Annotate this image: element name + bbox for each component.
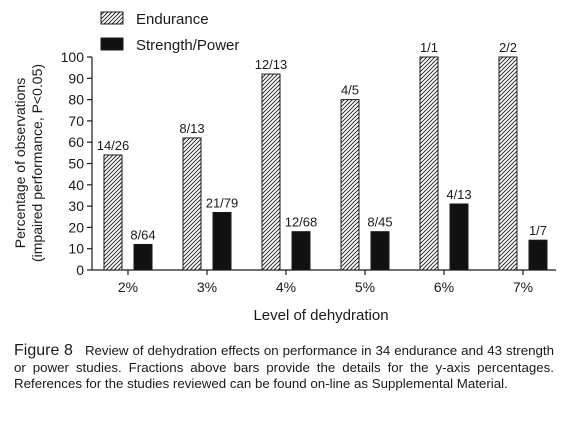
strength-power-bar-label: 21/79 bbox=[206, 195, 239, 210]
legend-label-strength-power: Strength/Power bbox=[136, 37, 239, 54]
bar-labels: 14/26 8/64 8/13 21/79 12/13 12/68 4/5 8/45 1/1 4/… bbox=[97, 40, 547, 242]
strength-power-bar bbox=[212, 211, 232, 271]
strength-power-bar bbox=[291, 231, 311, 271]
endurance-bar bbox=[103, 154, 123, 271]
y-tick-label: 70 bbox=[68, 113, 84, 129]
x-tick-label: 7% bbox=[513, 279, 533, 295]
endurance-bar-label: 2/2 bbox=[499, 40, 517, 55]
y-tick-label: 0 bbox=[76, 262, 84, 278]
y-tick-label: 80 bbox=[68, 92, 84, 108]
y-axis-title-line-1: Percentage of observations bbox=[12, 78, 28, 248]
legend-swatch-strength-power bbox=[100, 37, 124, 51]
y-tick-label: 100 bbox=[61, 49, 85, 65]
strength-power-bar-label: 12/68 bbox=[285, 215, 318, 230]
legend-swatch-endurance bbox=[100, 11, 124, 25]
bar-chart: Endurance Strength/Power 0 10 20 30 40 50 60 70 8… bbox=[12, 11, 556, 324]
y-tick-label: 60 bbox=[68, 134, 84, 150]
strength-power-bar-label: 8/64 bbox=[130, 227, 155, 242]
y-tick-label: 30 bbox=[68, 198, 84, 214]
y-axis-title-line-2: (impaired performance, P<0.05) bbox=[29, 64, 45, 262]
strength-power-bar-label: 8/45 bbox=[367, 215, 392, 230]
x-tick-label: 5% bbox=[355, 279, 375, 295]
x-axis: 2% 3% 4% 5% 6% 7% bbox=[92, 269, 556, 295]
strength-power-bar bbox=[449, 203, 469, 271]
x-tick-label: 3% bbox=[197, 279, 217, 295]
endurance-bar-label: 8/13 bbox=[179, 121, 204, 136]
y-tick-label: 50 bbox=[68, 156, 84, 172]
endurance-bar bbox=[419, 56, 439, 271]
strength-power-bar-label: 4/13 bbox=[446, 187, 471, 202]
strength-power-bar bbox=[133, 243, 153, 271]
y-axis: 0 10 20 30 40 50 60 70 80 90 100 bbox=[61, 49, 93, 278]
strength-power-bar bbox=[370, 231, 390, 271]
legend: Endurance Strength/Power bbox=[100, 11, 239, 54]
figure-caption-text: Review of dehydration effects on perform… bbox=[14, 343, 555, 391]
x-tick-label: 6% bbox=[434, 279, 454, 295]
x-tick-label: 4% bbox=[276, 279, 296, 295]
y-tick-label: 10 bbox=[68, 241, 84, 257]
bars bbox=[103, 56, 548, 271]
endurance-bar-label: 12/13 bbox=[255, 57, 288, 72]
y-tick-label: 90 bbox=[68, 70, 84, 86]
x-tick-label: 2% bbox=[118, 279, 138, 295]
y-tick-label: 20 bbox=[68, 219, 84, 235]
figure-caption: Figure 8 Review of dehydration effects o… bbox=[14, 342, 555, 393]
legend-label-endurance: Endurance bbox=[136, 11, 209, 28]
strength-power-bar bbox=[528, 239, 548, 271]
endurance-bar-label: 1/1 bbox=[420, 40, 438, 55]
x-axis-title: Level of dehydration bbox=[253, 307, 388, 324]
endurance-bar bbox=[182, 137, 202, 271]
endurance-bar bbox=[498, 56, 518, 271]
endurance-bar-label: 4/5 bbox=[341, 83, 359, 98]
endurance-bar bbox=[261, 73, 281, 271]
y-tick-label: 40 bbox=[68, 177, 84, 193]
figure-label: Figure 8 bbox=[14, 342, 73, 359]
endurance-bar-label: 14/26 bbox=[97, 138, 130, 153]
strength-power-bar-label: 1/7 bbox=[529, 223, 547, 238]
endurance-bar bbox=[340, 99, 360, 271]
